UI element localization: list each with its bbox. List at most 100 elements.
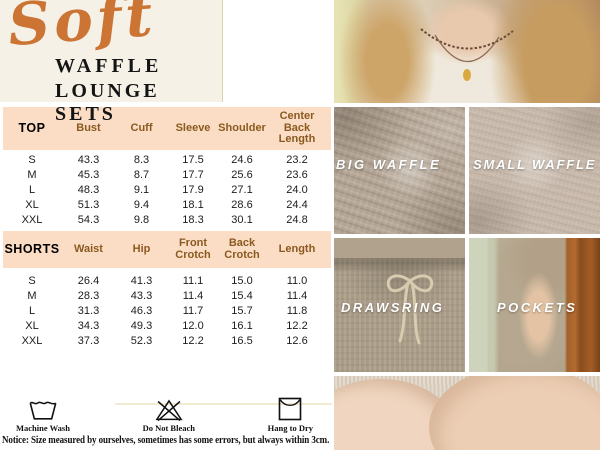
top-table-label: TOP — [18, 120, 46, 135]
value-cell: 37.3 — [77, 335, 100, 347]
value-cell: 11.0 — [286, 275, 308, 287]
value-cell: 23.6 — [286, 169, 308, 181]
table-row: S 26.4 41.3 11.1 15.0 11.0 — [3, 274, 331, 289]
value-cell: 52.3 — [130, 335, 153, 347]
photo-shorts-legs — [334, 376, 600, 450]
value-cell: 25.6 — [231, 169, 253, 181]
photo-small-waffle: SMALL WAFFLE — [469, 107, 600, 234]
value-cell: 48.3 — [77, 184, 100, 196]
value-cell: 16.5 — [231, 335, 253, 347]
value-cell: 15.7 — [231, 305, 253, 317]
value-cell: 15.0 — [231, 275, 253, 287]
photo-grid: BIG WAFFLE SMALL WAFFLE DRAWSRING POCKET… — [334, 0, 600, 450]
photo-pockets: POCKETS — [469, 238, 600, 372]
value-cell: 26.4 — [77, 275, 100, 287]
value-cell: 12.2 — [286, 320, 308, 332]
size-cell: XXL — [21, 335, 43, 347]
col-back-crotch: Back Crotch — [224, 236, 260, 261]
size-cell: S — [28, 154, 36, 166]
value-cell: 11.4 — [286, 290, 308, 302]
value-cell: 11.1 — [182, 275, 204, 287]
hang-to-dry-icon — [276, 396, 304, 422]
top-table-header: TOP Bust Cuff Sleeve Shoulder Center Bac… — [3, 107, 331, 150]
brand-script-word: Soft — [5, 0, 159, 60]
value-cell: 41.3 — [130, 275, 153, 287]
value-cell: 49.3 — [130, 320, 153, 332]
value-cell: 9.1 — [133, 184, 150, 196]
value-cell: 15.4 — [231, 290, 253, 302]
value-cell: 24.4 — [286, 199, 308, 211]
value-cell: 51.3 — [77, 199, 100, 211]
col-center-back-length: Center Back Length — [278, 110, 316, 146]
value-cell: 8.3 — [133, 154, 150, 166]
title-line1: WAFFLE — [55, 55, 163, 77]
do-not-bleach-icon — [154, 396, 184, 422]
table-row: L 31.3 46.3 11.7 15.7 11.8 — [3, 304, 331, 319]
size-cell: XL — [25, 199, 39, 211]
photo-big-waffle: BIG WAFFLE — [334, 107, 465, 234]
value-cell: 11.8 — [286, 305, 308, 317]
table-row: M 28.3 43.3 11.4 15.4 11.4 — [3, 289, 331, 304]
small-waffle-label: SMALL WAFFLE — [473, 157, 597, 172]
value-cell: 9.4 — [133, 199, 150, 211]
value-cell: 11.7 — [182, 305, 204, 317]
value-cell: 12.6 — [286, 335, 308, 347]
value-cell: 8.7 — [133, 169, 150, 181]
value-cell: 18.3 — [182, 214, 204, 226]
necklace-icon — [420, 27, 514, 81]
leg-shape — [429, 376, 600, 450]
value-cell: 12.0 — [182, 320, 204, 332]
drawstring-label: DRAWSRING — [341, 300, 445, 315]
value-cell: 24.6 — [231, 154, 253, 166]
col-waist: Waist — [74, 242, 103, 255]
col-length: Length — [278, 242, 316, 255]
care-label: Machine Wash — [16, 423, 70, 433]
photo-drawstring: DRAWSRING — [334, 238, 465, 372]
table-row: XXL 37.3 52.3 12.2 16.5 12.6 — [3, 334, 331, 349]
shorts-table-header: SHORTS Waist Hip Front Crotch Back Crotc… — [3, 231, 331, 268]
value-cell: 17.5 — [182, 154, 204, 166]
col-cuff: Cuff — [130, 121, 153, 134]
col-shoulder: Shoulder — [218, 121, 266, 134]
value-cell: 34.3 — [77, 320, 100, 332]
value-cell: 28.3 — [77, 290, 100, 302]
value-cell: 31.3 — [77, 305, 100, 317]
value-cell: 17.7 — [182, 169, 204, 181]
value-cell: 23.2 — [286, 154, 308, 166]
table-row: XL 51.3 9.4 18.1 28.6 24.4 — [3, 198, 331, 213]
value-cell: 43.3 — [77, 154, 100, 166]
value-cell: 17.9 — [182, 184, 204, 196]
size-cell: L — [28, 184, 36, 196]
care-item-hang-to-dry: Hang to Dry — [268, 396, 313, 436]
care-item-do-not-bleach: Do Not Bleach — [143, 396, 195, 436]
shorts-table-label: SHORTS — [4, 241, 60, 256]
notice-text: Notice: Size measured by ourselves, some… — [2, 435, 330, 446]
value-cell: 46.3 — [130, 305, 153, 317]
value-cell: 16.1 — [231, 320, 253, 332]
value-cell: 9.8 — [133, 214, 150, 226]
col-hip: Hip — [132, 242, 151, 255]
size-cell: XXL — [21, 214, 43, 226]
col-sleeve: Sleeve — [175, 121, 211, 134]
pockets-label: POCKETS — [497, 300, 578, 315]
value-cell: 54.3 — [77, 214, 100, 226]
size-cell: M — [27, 290, 37, 302]
value-cell: 18.1 — [182, 199, 204, 211]
big-waffle-label: BIG WAFFLE — [336, 157, 442, 172]
care-label: Do Not Bleach — [142, 423, 195, 433]
value-cell: 45.3 — [77, 169, 100, 181]
col-front-crotch: Front Crotch — [175, 236, 211, 261]
drawstring-bow-icon — [386, 274, 433, 345]
care-label: Hang to Dry — [267, 423, 313, 433]
table-row: S 43.3 8.3 17.5 24.6 23.2 — [3, 153, 331, 168]
size-cell: L — [28, 305, 36, 317]
table-row: M 45.3 8.7 17.7 25.6 23.6 — [3, 168, 331, 183]
care-instructions: Machine Wash Do Not Bleach Hang to Dry — [0, 396, 333, 436]
machine-wash-icon — [28, 396, 58, 422]
size-cell: S — [28, 275, 36, 287]
col-bust: Bust — [76, 121, 101, 134]
value-cell: 12.2 — [182, 335, 204, 347]
size-cell: XL — [25, 320, 39, 332]
value-cell: 30.1 — [231, 214, 253, 226]
